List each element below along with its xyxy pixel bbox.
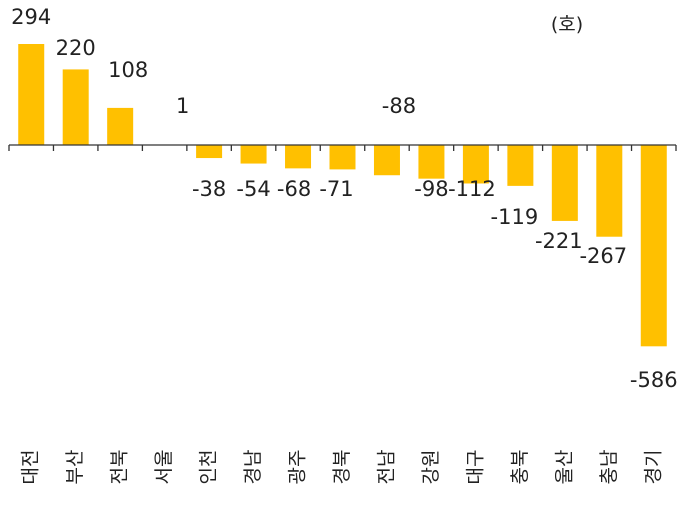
bar-부산 [62,69,89,145]
bar-전남 [373,145,400,176]
value-label: -54 [236,177,270,201]
category-label: 울산 [553,450,575,485]
bar-전북 [107,107,134,145]
unit-label: (호) [551,14,583,36]
value-label: -586 [630,368,678,392]
category-label: 대구 [464,450,486,485]
value-label: -71 [319,177,353,201]
category-label: 전남 [375,450,397,485]
category-label: 경남 [242,450,264,485]
bar-인천 [196,145,223,159]
category-label: 부산 [64,450,86,485]
value-label: -112 [448,177,496,201]
category-label: 경북 [331,450,353,485]
bar-울산 [551,145,578,221]
category-label: 충남 [598,450,620,485]
value-label: -98 [414,177,448,201]
value-label: 220 [56,36,96,60]
category-label: 서울 [153,450,175,485]
value-label: 294 [11,5,51,29]
value-label: -38 [192,177,226,201]
bar-충북 [507,145,534,186]
category-label: 인천 [198,450,220,485]
bars-layer [18,44,667,347]
value-label: 108 [108,58,148,82]
bar-대구 [462,145,489,184]
category-label: 충북 [509,450,531,485]
bar-경북 [329,145,356,170]
category-label: 전북 [109,450,131,485]
axis-ticks [8,145,677,151]
category-label: 경기 [642,450,664,485]
value-label: -68 [277,177,311,201]
category-label: 강원 [420,450,442,485]
bar-강원 [418,145,445,179]
bar-경기 [640,145,667,347]
category-labels: 대전 부산 전북 서울 인천 경남 광주 경북 전남 강원 대구 충북 울산 충남 경기 [20,450,665,485]
category-label: 광주 [287,450,309,485]
value-label: -221 [535,229,583,253]
value-label: -119 [491,205,539,229]
bar-광주 [285,145,312,169]
bar-대전 [18,44,45,145]
value-label: -88 [382,94,416,118]
bar-경남 [240,145,267,164]
bar-충남 [596,145,623,237]
value-label: 1 [176,94,189,118]
value-label: -267 [579,244,627,268]
category-label: 대전 [20,450,42,485]
